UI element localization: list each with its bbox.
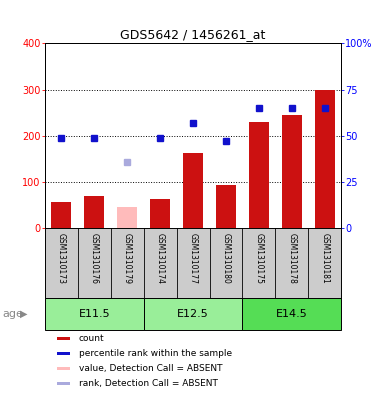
- Bar: [51, 202, 71, 228]
- FancyBboxPatch shape: [144, 298, 243, 330]
- Text: GSM1310181: GSM1310181: [320, 233, 329, 284]
- FancyBboxPatch shape: [243, 298, 341, 330]
- Bar: [315, 90, 335, 228]
- Bar: [183, 153, 203, 228]
- Bar: [216, 185, 236, 228]
- Text: GSM1310177: GSM1310177: [188, 233, 198, 284]
- FancyBboxPatch shape: [45, 298, 144, 330]
- Bar: [117, 207, 137, 228]
- Text: E12.5: E12.5: [177, 309, 209, 319]
- Text: E14.5: E14.5: [276, 309, 308, 319]
- Bar: [150, 199, 170, 228]
- Bar: [57, 338, 70, 340]
- Text: percentile rank within the sample: percentile rank within the sample: [79, 349, 232, 358]
- Bar: [57, 353, 70, 355]
- Text: ▶: ▶: [20, 309, 28, 319]
- Text: GSM1310179: GSM1310179: [123, 233, 132, 284]
- Text: GSM1310180: GSM1310180: [222, 233, 230, 284]
- Text: E11.5: E11.5: [78, 309, 110, 319]
- Text: GSM1310176: GSM1310176: [90, 233, 99, 284]
- Text: value, Detection Call = ABSENT: value, Detection Call = ABSENT: [79, 364, 222, 373]
- Text: age: age: [2, 309, 23, 319]
- Bar: [282, 115, 302, 228]
- Text: GSM1310174: GSM1310174: [156, 233, 165, 284]
- Title: GDS5642 / 1456261_at: GDS5642 / 1456261_at: [121, 28, 266, 40]
- Bar: [249, 122, 269, 228]
- Text: count: count: [79, 334, 105, 343]
- Text: GSM1310175: GSM1310175: [254, 233, 263, 284]
- Bar: [57, 367, 70, 370]
- Bar: [57, 382, 70, 385]
- Text: rank, Detection Call = ABSENT: rank, Detection Call = ABSENT: [79, 379, 218, 388]
- Text: GSM1310178: GSM1310178: [287, 233, 296, 284]
- Text: GSM1310173: GSM1310173: [57, 233, 66, 284]
- Bar: [84, 196, 104, 228]
